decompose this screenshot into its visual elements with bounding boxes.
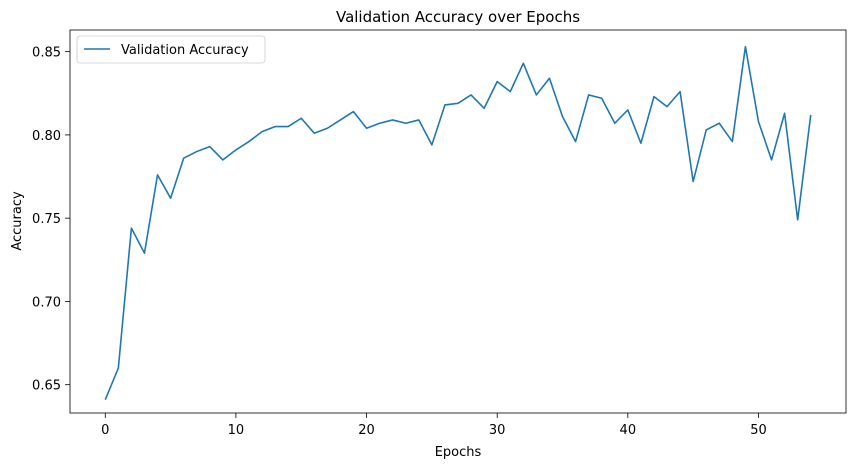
data-point [104,398,107,401]
data-point [169,197,172,200]
data-point [404,122,407,125]
data-point [352,110,355,113]
data-point [287,125,290,128]
data-point [770,158,773,161]
data-point [731,140,734,143]
x-tick-label: 0 [101,423,109,438]
legend-entry-validation-accuracy: Validation Accuracy [121,43,249,58]
data-point [522,62,525,65]
data-point [457,102,460,105]
data-point [182,157,185,160]
data-point [130,227,133,230]
y-tick-label: 0.65 [32,379,61,394]
data-point [626,108,629,111]
data-point [326,127,329,130]
data-point [652,95,655,98]
data-point [117,367,120,370]
data-point [430,143,433,146]
data-point [509,90,512,93]
plot-area [69,29,847,414]
data-point [339,118,342,121]
data-point [378,122,381,125]
x-tick-label: 50 [750,423,767,438]
data-point [574,140,577,143]
series-line-validation-accuracy [104,45,812,400]
x-tick-label: 10 [228,423,245,438]
data-point [692,180,695,183]
x-tick-label: 30 [489,423,506,438]
y-axis-label: Accuracy [10,191,25,251]
data-point [718,122,721,125]
data-point [365,127,368,130]
x-tick-label: 40 [620,423,637,438]
data-point [313,132,316,135]
y-tick-label: 0.70 [32,295,61,310]
data-point [274,125,277,128]
data-point [470,93,473,96]
data-point [234,148,237,151]
data-point [561,115,564,118]
legend-box [76,35,266,64]
data-point [156,173,159,176]
data-point [221,158,224,161]
data-point [600,97,603,100]
data-point [417,118,420,121]
data-point [783,112,786,115]
data-point [300,117,303,120]
data-point [261,130,264,133]
data-point [796,218,799,221]
data-point [143,252,146,255]
data-point [587,93,590,96]
data-point [535,93,538,96]
data-point [247,140,250,143]
data-point [679,90,682,93]
data-point [744,45,747,48]
data-point [195,150,198,153]
data-point [496,80,499,83]
x-tick-label: 20 [358,423,375,438]
data-point [613,122,616,125]
data-point [757,120,760,123]
data-point [809,113,812,116]
y-tick-label: 0.80 [32,129,61,144]
y-axis: 0.65 0.70 0.75 0.80 0.85 [32,46,70,394]
data-point [705,128,708,131]
legend: Validation Accuracy [76,35,266,64]
data-point [483,107,486,110]
data-point [548,77,551,80]
x-axis: 0 10 20 30 40 50 [101,413,767,438]
data-point [443,103,446,106]
y-tick-label: 0.85 [32,46,61,61]
data-point [391,118,394,121]
y-tick-label: 0.75 [32,212,61,227]
data-point [208,145,211,148]
x-axis-label: Epochs [435,445,482,460]
data-point [666,105,669,108]
data-point [639,142,642,145]
chart-title: Validation Accuracy over Epochs [336,8,580,26]
